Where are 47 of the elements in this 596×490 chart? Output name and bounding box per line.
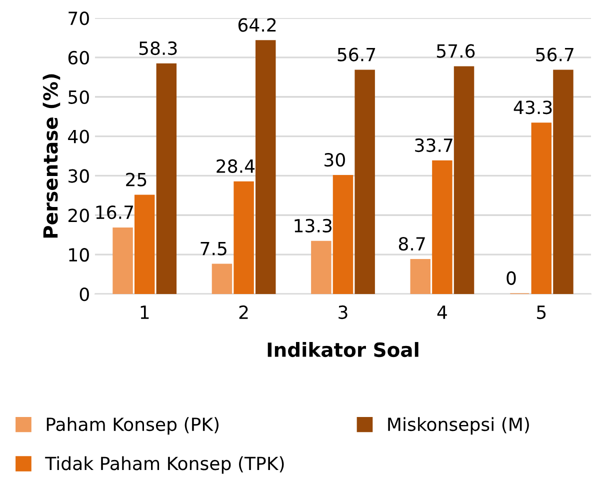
legend-label: Tidak Paham Konsep (TPK) [45,456,284,474]
data-label: 25 [126,172,146,186]
x-tick-label: 1 [140,306,149,319]
data-label: 30 [324,153,345,167]
bar [256,40,276,294]
x-tick-label: 4 [437,306,447,319]
x-axis-title: Indikator Soal [268,342,418,358]
y-tick-label: 20 [68,208,89,222]
bar [134,194,155,294]
bar [156,63,177,294]
x-tick-label: 3 [338,305,348,320]
bar [553,70,574,294]
data-label: 33.7 [415,138,452,152]
data-label: 16.7 [96,205,133,220]
x-tick-label: 2 [239,305,248,319]
bar [234,181,254,294]
data-label: 0 [506,271,516,285]
y-tick-label: 70 [68,11,89,26]
y-axis-title: Persentase (%) [42,74,60,238]
data-label: 56.7 [338,48,376,62]
legend-label: Paham Konsep (PK) [46,417,219,435]
x-tick-label: 5 [537,306,546,320]
y-tick-label: 30 [68,169,89,183]
data-label: 57.6 [436,44,475,58]
y-tick-label: 0 [80,287,89,302]
data-label: 64.2 [238,18,276,32]
legend-label: Miskonsepsi (M) [388,417,529,435]
data-label: 56.7 [536,48,574,62]
bar [311,240,332,294]
data-label: 58.3 [139,41,177,56]
bar [454,66,474,294]
bar [432,160,452,294]
bar [332,175,354,294]
y-tick-label: 40 [68,130,89,144]
y-tick-label: 60 [68,50,89,65]
data-label: 13.3 [294,218,332,233]
bar [112,227,133,294]
bar [410,259,430,294]
bar [531,122,552,294]
data-label: 43.3 [514,100,552,114]
y-tick-label: 10 [69,248,89,262]
bar [354,70,375,294]
data-label: 8.7 [398,236,425,251]
bar [212,264,232,294]
data-label: 7.5 [200,242,226,256]
y-tick-label: 50 [68,90,89,104]
data-label: 28.4 [216,159,255,173]
